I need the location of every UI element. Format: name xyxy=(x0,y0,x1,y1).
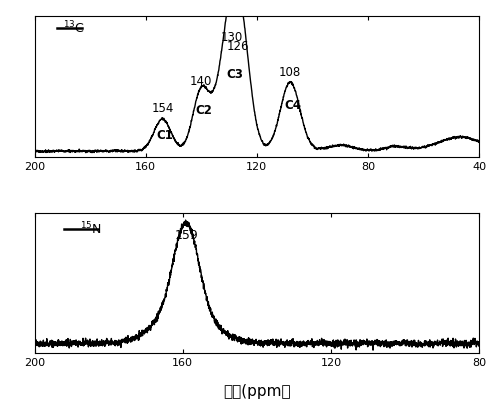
Text: C3: C3 xyxy=(226,68,243,81)
Text: C2: C2 xyxy=(196,104,212,117)
Text: 频率(ppm）: 频率(ppm） xyxy=(223,384,290,399)
Text: 126: 126 xyxy=(226,40,248,53)
Text: 130: 130 xyxy=(221,31,243,44)
Text: $^{15}$N: $^{15}$N xyxy=(80,221,101,238)
Text: $^{13}$C: $^{13}$C xyxy=(63,20,84,36)
Text: 154: 154 xyxy=(151,102,173,115)
Text: 159: 159 xyxy=(174,229,199,242)
Text: C1: C1 xyxy=(157,129,174,142)
Text: C4: C4 xyxy=(285,99,302,112)
Text: 140: 140 xyxy=(190,75,212,88)
Text: 108: 108 xyxy=(279,66,301,79)
